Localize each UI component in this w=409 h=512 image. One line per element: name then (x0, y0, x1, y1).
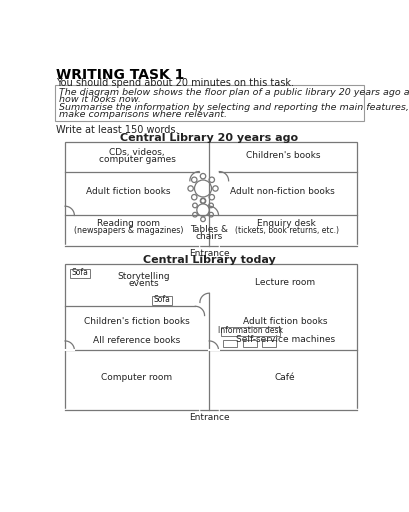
Text: computer games: computer games (99, 155, 175, 164)
Text: Central Library 20 years ago: Central Library 20 years ago (120, 133, 298, 143)
Text: Tables &: Tables & (190, 225, 228, 234)
Text: Computer room: Computer room (101, 373, 172, 382)
Text: Entrance: Entrance (189, 249, 229, 259)
Text: events: events (129, 280, 160, 288)
Text: Sofa: Sofa (71, 268, 88, 278)
Text: All reference books: All reference books (93, 335, 180, 345)
Text: Sofa: Sofa (153, 295, 171, 304)
Bar (152, 296, 172, 305)
Bar (55, 86, 364, 121)
Text: CDs, videos,: CDs, videos, (109, 147, 165, 157)
Text: Adult non-fiction books: Adult non-fiction books (231, 187, 335, 196)
Text: Information desk: Information desk (218, 327, 283, 335)
Text: Lecture room: Lecture room (255, 278, 315, 287)
Bar (70, 269, 90, 278)
Bar (65, 141, 357, 246)
Bar (221, 327, 280, 336)
Text: You should spend about 20 minutes on this task.: You should spend about 20 minutes on thi… (56, 78, 294, 89)
Text: how it looks now.: how it looks now. (59, 95, 141, 104)
Text: Children's fiction books: Children's fiction books (83, 317, 189, 326)
Text: (newspapers & magazines): (newspapers & magazines) (74, 226, 183, 235)
Text: The diagram below shows the floor plan of a public library 20 years ago and: The diagram below shows the floor plan o… (59, 88, 409, 97)
Text: Write at least 150 words.: Write at least 150 words. (56, 124, 178, 135)
Text: WRITING TASK 1: WRITING TASK 1 (56, 68, 184, 81)
Text: Self-service machines: Self-service machines (236, 335, 335, 344)
Bar (65, 264, 357, 410)
Text: make comparisons where relevant.: make comparisons where relevant. (59, 110, 227, 119)
Text: Café: Café (275, 373, 295, 382)
Text: Summarise the information by selecting and reporting the main features, and: Summarise the information by selecting a… (59, 103, 409, 112)
Text: chairs: chairs (196, 232, 223, 241)
Text: (tickets, book returns, etc.): (tickets, book returns, etc.) (235, 226, 339, 235)
Bar (262, 340, 276, 347)
Text: Storytelling: Storytelling (118, 272, 171, 281)
Text: Adult fiction books: Adult fiction books (243, 317, 328, 326)
Text: Enquiry desk: Enquiry desk (257, 219, 316, 228)
Bar (243, 340, 256, 347)
Bar (223, 340, 237, 347)
Text: Children's books: Children's books (245, 151, 320, 160)
Text: Reading room: Reading room (97, 219, 160, 228)
Text: Entrance: Entrance (189, 413, 229, 422)
Text: Central Library today: Central Library today (143, 255, 276, 266)
Text: Adult fiction books: Adult fiction books (86, 187, 171, 196)
